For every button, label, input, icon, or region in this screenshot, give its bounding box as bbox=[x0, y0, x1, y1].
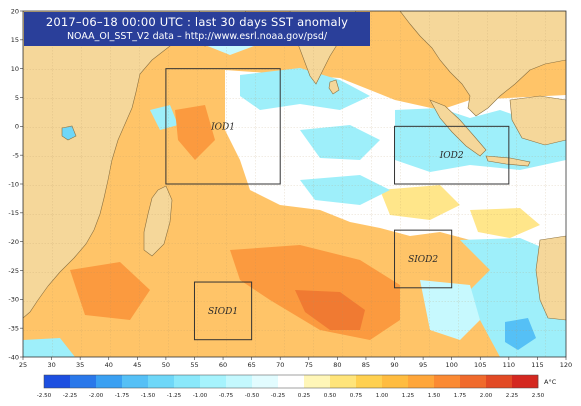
lat-tick-label: -5 bbox=[13, 151, 19, 159]
colorbar-label: 1.50 bbox=[428, 393, 441, 399]
lon-tick-label: 105 bbox=[474, 361, 486, 369]
lon-tick-label: 25 bbox=[19, 361, 27, 369]
colorbar-swatch bbox=[304, 375, 331, 388]
colorbar-label: -1.00 bbox=[193, 393, 208, 399]
lat-tick-label: 15 bbox=[11, 36, 19, 44]
colorbar-swatch bbox=[408, 375, 435, 388]
colorbar-label: -0.75 bbox=[219, 393, 234, 399]
lon-tick-label: 35 bbox=[76, 361, 84, 369]
region-box-iod2 bbox=[394, 125, 510, 185]
colorbar-label: -1.75 bbox=[115, 393, 130, 399]
colorbar-label: 0.50 bbox=[324, 393, 337, 399]
colorbar-label: 2.00 bbox=[480, 393, 493, 399]
colorbar-label: -1.50 bbox=[141, 393, 156, 399]
lon-tick-label: 70 bbox=[276, 361, 284, 369]
colorbar-swatch bbox=[226, 375, 253, 388]
colorbar-label: 1.75 bbox=[454, 393, 467, 399]
lon-tick-label: 85 bbox=[362, 361, 370, 369]
lat-tick-label: -10 bbox=[8, 180, 19, 188]
colorbar-label: -1.25 bbox=[167, 393, 182, 399]
lat-tick-label: -25 bbox=[8, 267, 19, 275]
lat-tick-label: 10 bbox=[11, 65, 19, 73]
lat-tick-label: -40 bbox=[8, 353, 19, 361]
region-label-siod2: SIOD2 bbox=[408, 255, 438, 265]
lat-tick-label: -15 bbox=[8, 209, 19, 217]
colorbar-swatch bbox=[70, 375, 97, 388]
colorbar-swatch bbox=[434, 375, 461, 388]
colorbar-label: -2.25 bbox=[63, 393, 78, 399]
longitude-ticks: 25 30 35 40 45 50 55 60 65 70 75 80 85 90 95 100 105 110 1… bbox=[19, 357, 572, 369]
lon-tick-label: 115 bbox=[531, 361, 543, 369]
colorbar-swatch bbox=[356, 375, 383, 388]
colorbar-label: 0.25 bbox=[298, 393, 311, 399]
map-title: 2017–06–18 00:00 UTC : last 30 days SST … bbox=[45, 15, 349, 29]
colorbar-swatch bbox=[252, 375, 279, 388]
colorbar-swatch bbox=[512, 375, 539, 388]
latitude-ticks: 20 15 10 5 0 -5 -10 -15 -20 -25 -30 -35 -40 bbox=[8, 7, 23, 361]
lon-tick-label: 50 bbox=[162, 361, 170, 369]
colorbar-swatch bbox=[486, 375, 513, 388]
lon-tick-label: 75 bbox=[305, 361, 313, 369]
lon-tick-label: 45 bbox=[133, 361, 141, 369]
lon-tick-label: 110 bbox=[503, 361, 515, 369]
colorbar-label: 1.25 bbox=[402, 393, 415, 399]
region-box-siod2 bbox=[394, 229, 453, 289]
lon-tick-label: 55 bbox=[190, 361, 198, 369]
colorbar-frame bbox=[43, 374, 539, 389]
lon-tick-label: 95 bbox=[419, 361, 427, 369]
colorbar-swatch bbox=[44, 375, 71, 388]
map-title-box: 2017–06–18 00:00 UTC : last 30 days SST … bbox=[24, 12, 370, 46]
lon-tick-label: 40 bbox=[105, 361, 113, 369]
colorbar-swatch bbox=[96, 375, 123, 388]
colorbar-swatch bbox=[174, 375, 201, 388]
colorbar-label: -0.50 bbox=[245, 393, 260, 399]
lon-tick-label: 80 bbox=[333, 361, 341, 369]
colorbar-label: -2.00 bbox=[89, 393, 104, 399]
colorbar-label: 2.50 bbox=[532, 393, 545, 399]
lon-tick-label: 90 bbox=[390, 361, 398, 369]
lon-tick-label: 30 bbox=[47, 361, 55, 369]
colorbar-label: 2.25 bbox=[506, 393, 519, 399]
lon-tick-label: 60 bbox=[219, 361, 227, 369]
colorbar-swatch bbox=[200, 375, 227, 388]
lat-tick-label: -20 bbox=[8, 238, 19, 246]
map-subtitle: NOAA_OI_SST_V2 data – http://www.esrl.no… bbox=[66, 31, 328, 42]
region-label-iod1: IOD1 bbox=[210, 122, 235, 132]
region-boxes: IOD1 IOD2 SIOD2 SIOD1 bbox=[165, 68, 510, 341]
colorbar: -2.50 -2.25 -2.00 -1.75 -1.50 -1.25 -1.00 -0.75… bbox=[37, 374, 557, 399]
region-box-siod1 bbox=[193, 281, 253, 341]
colorbar-swatch bbox=[148, 375, 175, 388]
lat-tick-label: -35 bbox=[8, 324, 19, 332]
colorbar-label: -0.25 bbox=[271, 393, 286, 399]
colorbar-label: 0.75 bbox=[350, 393, 363, 399]
lat-tick-label: 0 bbox=[15, 123, 19, 131]
colorbar-swatch bbox=[278, 375, 305, 388]
region-label-iod2: IOD2 bbox=[439, 151, 464, 161]
colorbar-swatch bbox=[460, 375, 487, 388]
region-box-iod1 bbox=[165, 68, 281, 185]
lat-tick-label: -30 bbox=[8, 296, 19, 304]
colorbar-swatch bbox=[330, 375, 357, 388]
lon-tick-label: 120 bbox=[560, 361, 572, 369]
colorbar-swatch bbox=[382, 375, 409, 388]
lat-tick-label: 20 bbox=[11, 7, 19, 15]
colorbar-swatch bbox=[122, 375, 149, 388]
colorbar-unit: A°C bbox=[544, 378, 557, 386]
colorbar-label: -2.50 bbox=[37, 393, 52, 399]
lat-tick-label: 5 bbox=[15, 94, 19, 102]
region-label-siod1: SIOD1 bbox=[208, 307, 238, 317]
lon-tick-label: 65 bbox=[247, 361, 255, 369]
lon-tick-label: 100 bbox=[445, 361, 457, 369]
colorbar-label: 1.00 bbox=[376, 393, 389, 399]
